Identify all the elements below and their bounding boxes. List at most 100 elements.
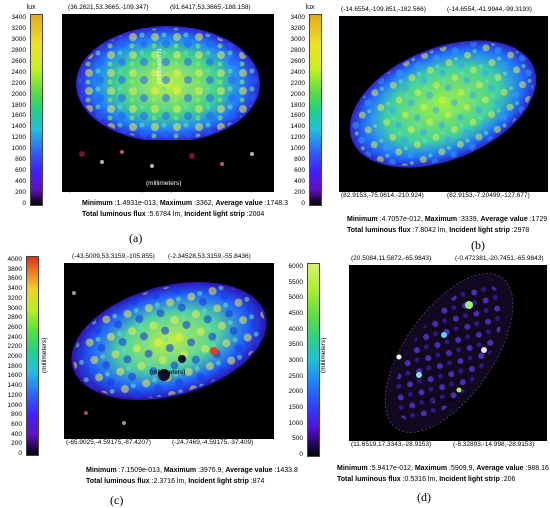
- panel-a: lux 3400 3200 3000 2800 2600 2400 2200 2000 1800…: [0, 0, 289, 253]
- tick-label: 1200: [11, 134, 26, 142]
- corner-bottom-left: (82.9153,-75.0614,-210.924): [341, 192, 424, 199]
- tick-label: 0: [18, 450, 22, 457]
- map-graphic: [71, 281, 267, 425]
- tick-label: 200: [294, 189, 305, 197]
- tick-label: 2000: [7, 353, 22, 360]
- tick-label: 3800: [7, 265, 22, 273]
- color-bar: [309, 14, 322, 206]
- tick-label: 2200: [11, 79, 26, 87]
- tick-label: 0: [299, 451, 303, 458]
- tick-label: 800: [11, 411, 22, 419]
- stats-line-2: Total luminous flux :2.3716 lm, Incident…: [86, 478, 265, 485]
- tick-label: 3200: [7, 294, 22, 302]
- tick-label: 2600: [7, 323, 22, 331]
- tick-label: 3500: [288, 341, 303, 349]
- corner-bottom-left: (36.21,-42.9913,-109.341): [68, 186, 144, 193]
- tick-label: 200: [15, 189, 26, 197]
- corner-top-right: (-2.34528,53.3159,-55.8436): [168, 253, 251, 260]
- caption-a: (a): [129, 231, 143, 245]
- tick-label: 0: [301, 200, 305, 207]
- tick-label: 2400: [7, 333, 22, 341]
- axis-label-vertical: (millimeters): [320, 337, 327, 373]
- axis-label-vertical: (millimeters): [156, 48, 163, 84]
- color-bar: [30, 14, 43, 206]
- tick-label: 2500: [288, 372, 303, 380]
- tick-label: 1600: [7, 372, 22, 380]
- tick-label: 1000: [7, 401, 22, 409]
- tick-label: 2200: [7, 343, 22, 351]
- stats-line-2: Total luminous flux :5.6784 lm, Incident…: [82, 211, 265, 218]
- stats-line-1: Minimum :7.1509e-013, Maximum :3976.9, A…: [86, 467, 298, 474]
- tick-label: 3400: [290, 14, 305, 21]
- corner-top-left: (20.5084,11.5872,-65.9843): [351, 255, 432, 262]
- tick-label: 1400: [11, 123, 26, 131]
- tick-label: 5000: [288, 294, 303, 302]
- tick-label: 1800: [11, 101, 26, 109]
- tick-label: 1000: [288, 419, 303, 427]
- stats-line-2: Total luminous flux :7.8042 lm, Incident…: [347, 227, 530, 234]
- axis-label-horizontal: (millimeters): [150, 369, 186, 376]
- tick-label: 400: [11, 430, 22, 438]
- tick-label: 800: [294, 156, 305, 164]
- corner-top-left: (-14.6554,-109.851,-182.566): [341, 6, 426, 13]
- illuminance-map-a: (millimeters) (millimeters): [62, 14, 274, 192]
- tick-label: 2800: [7, 314, 22, 322]
- illuminance-map-b: [339, 16, 548, 192]
- tick-label: 1200: [7, 391, 22, 399]
- panel-b: lux 3400 3200 3000 2800 2600 2400 2200 2000 1800…: [277, 0, 550, 253]
- corner-bottom-left: (-65.9025,-4.59175,-87.4207): [66, 439, 151, 446]
- corner-top-right: (-14.6554,-41.9944,-99.3193): [447, 6, 532, 13]
- tick-labels: 4000 3800 3600 3400 3200 3000 2800 2600 2400 2200…: [0, 256, 22, 457]
- tick-label: 500: [292, 435, 303, 443]
- tick-label: 2200: [290, 79, 305, 87]
- tick-label: 2000: [11, 90, 26, 98]
- tick-label: 2000: [288, 388, 303, 396]
- tick-label: 1800: [290, 101, 305, 109]
- tick-label: 2400: [11, 68, 26, 76]
- tick-label: 600: [294, 167, 305, 175]
- tick-label: 400: [15, 178, 26, 186]
- tick-label: 3600: [7, 275, 22, 283]
- tick-label: 2600: [290, 57, 305, 65]
- illuminance-map-c: (millimeters): [64, 263, 274, 439]
- tick-label: 3400: [7, 285, 22, 293]
- tick-label: 1500: [288, 404, 303, 411]
- color-bar: [26, 256, 39, 456]
- illuminance-map-d: (millimeters): [349, 265, 547, 441]
- corner-bottom-right: (82.9153,-7.20499,-127.677): [447, 192, 530, 199]
- caption-b: (b): [471, 238, 485, 252]
- stats-line-1: Minimum :4.7057e-012, Maximum :3339, Ave…: [347, 216, 548, 223]
- tick-label: 800: [15, 156, 26, 164]
- color-bar: [307, 263, 320, 457]
- tick-label: 3000: [288, 357, 303, 364]
- tick-label: 1000: [11, 145, 26, 153]
- unit-label: lux: [305, 4, 315, 11]
- map-graphic: [349, 40, 537, 168]
- tick-label: 4500: [288, 310, 303, 317]
- tick-label: 1600: [11, 112, 26, 120]
- tick-label: 1800: [7, 362, 22, 370]
- corner-bottom-right: (91.6497,-42.9913,-188.153): [170, 186, 253, 193]
- panel-d: 6000 5500 5000 4500 4000 3500 3000 2500 2000 1500…: [277, 253, 550, 506]
- panel-c: 4000 3800 3600 3400 3200 3000 2800 2600 2400 2200…: [0, 253, 298, 507]
- corner-top-right: (91.6417,53.3665,-188.158): [170, 4, 251, 11]
- stats-line-1: Minimum :1.4931e-013, Maximum :3362, Ave…: [82, 200, 289, 207]
- tick-label: 6000: [288, 263, 303, 270]
- map-graphic: [384, 273, 514, 433]
- tick-label: 2400: [290, 68, 305, 76]
- map-graphic: [70, 26, 270, 186]
- tick-label: 1000: [290, 145, 305, 153]
- corner-top-left: (36.2621,53.3665,-109.347): [68, 4, 149, 11]
- tick-labels: 3400 3200 3000 2800 2600 2400 2200 2000 1800 1600…: [283, 14, 305, 207]
- tick-label: 5500: [288, 278, 303, 286]
- tick-label: 2800: [11, 46, 26, 54]
- tick-labels: 6000 5500 5000 4500 4000 3500 3000 2500 2000 1500…: [281, 263, 303, 458]
- corner-bottom-right: (-8.32893,-14.998,-28.9153): [453, 441, 535, 448]
- tick-label: 1400: [7, 382, 22, 390]
- tick-label: 3000: [11, 35, 26, 43]
- tick-label: 200: [11, 440, 22, 448]
- axis-label-horizontal: (millimeters): [423, 397, 459, 404]
- corner-bottom-right: (-24.7469,-4.59175,-37.409): [172, 439, 254, 446]
- tick-labels: 3400 3200 3000 2800 2600 2400 2200 2000 1800 1600…: [4, 14, 26, 207]
- tick-label: 1600: [290, 112, 305, 120]
